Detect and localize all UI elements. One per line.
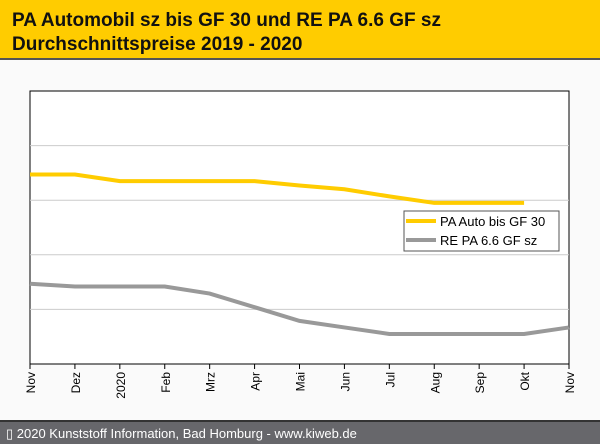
legend-label: PA Auto bis GF 30 (440, 214, 545, 229)
title-line-2: Durchschnittspreise 2019 - 2020 (12, 34, 303, 55)
series-line-1 (29, 281, 570, 336)
x-tick-label: Aug (428, 372, 442, 393)
legend-label: RE PA 6.6 GF sz (440, 233, 537, 248)
series-line-0 (30, 172, 525, 205)
title-line-1: PA Automobil sz bis GF 30 und RE PA 6.6 … (12, 10, 441, 31)
x-tick-label: Nov (24, 372, 38, 393)
x-tick-label: Apr (249, 372, 263, 391)
legend-box (403, 210, 560, 252)
x-tick-label: Sep (473, 372, 487, 394)
x-tick-label: Mrz (204, 372, 218, 392)
chart-title: PA Automobil sz bis GF 30 und RE PA 6.6 … (0, 0, 600, 60)
x-tick-label: Okt (518, 371, 532, 390)
x-tick-label: Feb (159, 372, 173, 393)
x-tick-label: Nov (563, 372, 577, 393)
x-tick-label: 2020 (114, 372, 128, 399)
x-tick-label: Mai (294, 372, 308, 391)
x-tick-label: Jul (383, 372, 397, 387)
x-tick-label: Dez (69, 372, 83, 393)
footer-copyright: ▯ 2020 Kunststoff Information, Bad Hombu… (0, 420, 600, 444)
x-tick-label: Jun (338, 372, 352, 391)
